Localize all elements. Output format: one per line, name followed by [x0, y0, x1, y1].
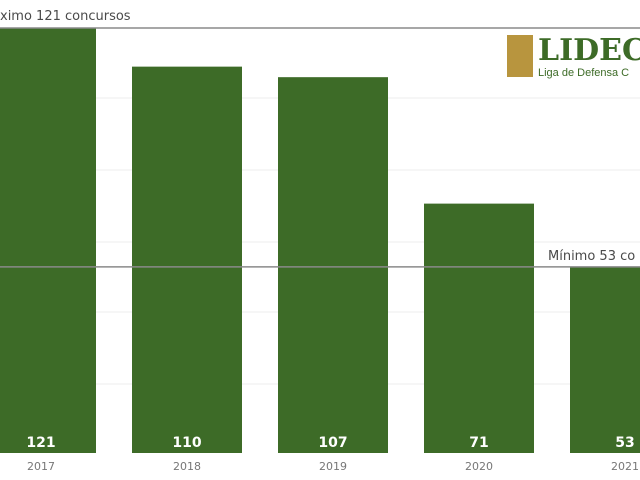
lidec-logo: LIDEC Liga de Defensa C	[507, 33, 640, 79]
x-tick-label: 2021	[611, 460, 639, 473]
min-reference-label: Mínimo 53 co	[548, 249, 635, 264]
logo-subtitle: Liga de Defensa C	[538, 67, 629, 79]
x-axis-ticks: 2017 2018 2019 2020 2021	[27, 460, 639, 473]
bar-2019	[278, 77, 388, 453]
bar-value-label: 53	[615, 435, 634, 451]
bar-2020	[424, 203, 534, 453]
bar-value-label: 71	[469, 435, 488, 451]
bar-value-label: 110	[172, 435, 201, 451]
bar-2017	[0, 28, 96, 453]
reference-lines: ximo 121 concursos Mínimo 53 co	[0, 9, 640, 268]
x-tick-label: 2019	[319, 460, 347, 473]
max-reference-label: ximo 121 concursos	[0, 9, 131, 24]
bar-value-label: 107	[318, 435, 347, 451]
x-tick-label: 2018	[173, 460, 201, 473]
bar-value-label: 121	[26, 435, 55, 451]
logo-mark	[507, 35, 533, 77]
x-tick-label: 2017	[27, 460, 55, 473]
min-reference-label-bg	[543, 244, 640, 263]
bars	[0, 28, 640, 454]
x-tick-label: 2020	[465, 460, 493, 473]
logo-name: LIDEC	[538, 33, 640, 68]
bar-value-labels: 121 110 107 71 53	[26, 435, 634, 451]
bar-2018	[132, 66, 242, 454]
bar-2021	[570, 266, 640, 453]
